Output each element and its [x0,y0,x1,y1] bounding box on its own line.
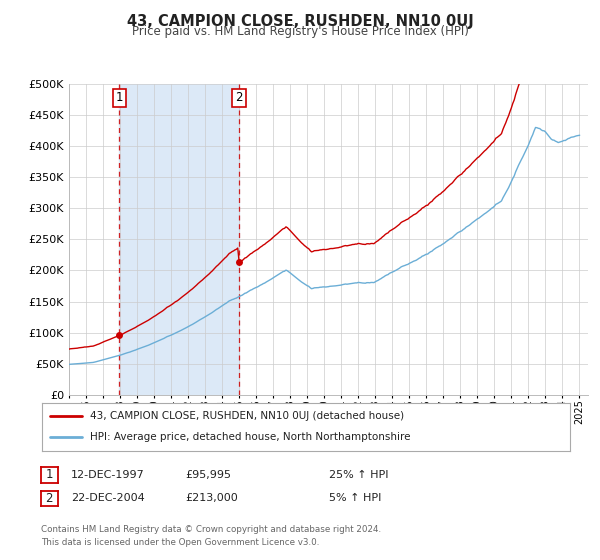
Text: 25% ↑ HPI: 25% ↑ HPI [329,470,388,480]
Text: £213,000: £213,000 [185,493,238,503]
Text: This data is licensed under the Open Government Licence v3.0.: This data is licensed under the Open Gov… [41,538,319,547]
Text: 5% ↑ HPI: 5% ↑ HPI [329,493,381,503]
Text: Price paid vs. HM Land Registry's House Price Index (HPI): Price paid vs. HM Land Registry's House … [131,25,469,38]
Text: £95,995: £95,995 [185,470,231,480]
Text: 1: 1 [116,91,123,105]
Text: 12-DEC-1997: 12-DEC-1997 [71,470,145,480]
Text: 1: 1 [46,468,53,482]
Text: 43, CAMPION CLOSE, RUSHDEN, NN10 0UJ: 43, CAMPION CLOSE, RUSHDEN, NN10 0UJ [127,14,473,29]
Text: 22-DEC-2004: 22-DEC-2004 [71,493,145,503]
Text: 2: 2 [46,492,53,505]
Text: Contains HM Land Registry data © Crown copyright and database right 2024.: Contains HM Land Registry data © Crown c… [41,525,381,534]
Bar [119,84,239,395]
Text: 43, CAMPION CLOSE, RUSHDEN, NN10 0UJ (detached house): 43, CAMPION CLOSE, RUSHDEN, NN10 0UJ (de… [89,411,404,421]
Text: HPI: Average price, detached house, North Northamptonshire: HPI: Average price, detached house, Nort… [89,432,410,442]
Text: 2: 2 [235,91,242,105]
